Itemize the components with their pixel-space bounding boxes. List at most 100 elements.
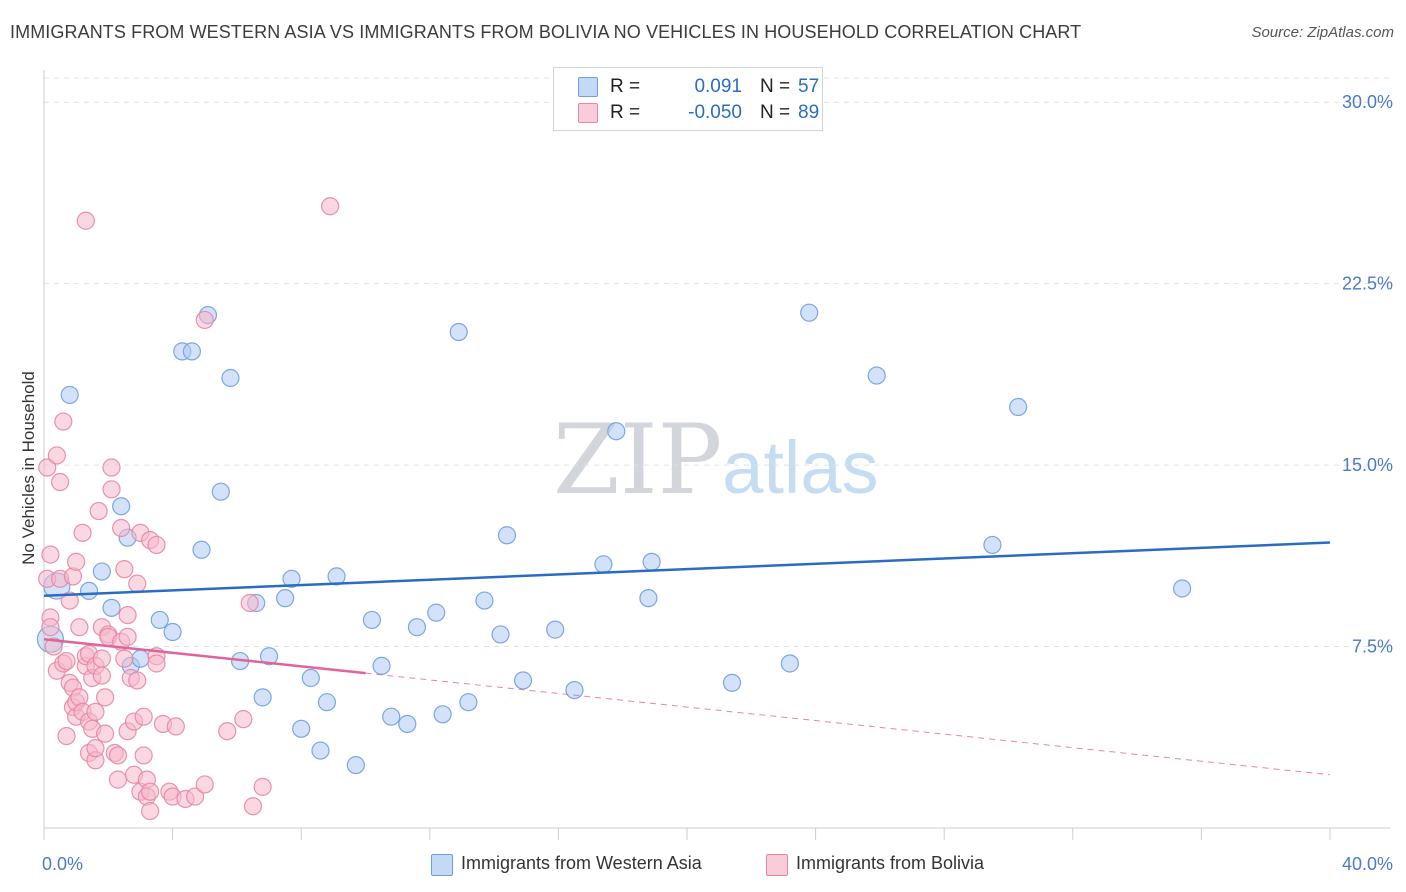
data-point	[546, 620, 565, 639]
data-point	[79, 581, 99, 601]
chart-title: IMMIGRANTS FROM WESTERN ASIA VS IMMIGRAN…	[10, 22, 1082, 42]
data-point	[276, 589, 295, 608]
data-point	[92, 649, 111, 668]
data-point	[76, 211, 95, 230]
data-point	[92, 666, 111, 685]
data-point	[140, 801, 160, 821]
data-point	[565, 680, 584, 700]
stats-legend: R = 0.091 N = 57 R = -0.050 N = 89	[553, 67, 823, 131]
data-point	[60, 385, 79, 405]
data-point	[642, 552, 661, 571]
data-point	[147, 535, 166, 555]
data-point	[449, 322, 468, 342]
trend-line-western-asia	[43, 541, 1331, 597]
data-point	[1009, 397, 1028, 417]
axes	[43, 70, 1390, 840]
data-point	[134, 707, 153, 726]
data-point	[57, 651, 76, 671]
data-point	[47, 446, 66, 465]
data-point	[800, 303, 819, 322]
data-point	[86, 702, 105, 721]
data-point	[372, 656, 391, 676]
watermark-atlas: atlas	[722, 426, 879, 509]
data-point	[70, 618, 89, 637]
data-point	[131, 649, 150, 668]
data-point	[134, 746, 153, 765]
series-western-asia	[36, 303, 1192, 775]
data-point	[195, 310, 214, 330]
data-point	[983, 535, 1002, 555]
x-tick-label: 40.0%	[1342, 854, 1393, 874]
data-point	[780, 654, 799, 673]
data-point	[108, 770, 128, 789]
data-point	[867, 366, 886, 385]
trend-lines	[43, 541, 1331, 776]
bottom-legend-swatch-pink	[766, 854, 788, 876]
data-point	[639, 589, 658, 608]
data-point	[1173, 579, 1192, 598]
y-tick-label: 7.5%	[1352, 637, 1393, 657]
y-tick-label: 22.5%	[1342, 274, 1393, 294]
data-point	[41, 618, 60, 637]
data-point	[92, 562, 111, 581]
legend-r-value: -0.050	[688, 102, 742, 123]
data-point	[234, 710, 253, 729]
data-point	[166, 717, 185, 736]
chart-source: Source: ZipAtlas.com	[1251, 24, 1394, 41]
watermark: ZIPatlas	[553, 404, 879, 516]
data-point	[163, 622, 182, 642]
data-point	[594, 555, 613, 574]
data-point	[128, 671, 147, 690]
data-point	[317, 693, 337, 712]
data-point	[195, 775, 214, 794]
data-point	[192, 540, 211, 559]
data-point	[89, 501, 108, 521]
data-point	[240, 593, 259, 613]
data-point	[44, 637, 63, 656]
data-point	[346, 755, 365, 775]
legend-swatch-blue	[578, 77, 598, 97]
data-point	[282, 569, 301, 588]
data-point	[427, 603, 446, 622]
data-point	[73, 523, 92, 542]
data-point	[311, 741, 330, 760]
data-point	[41, 545, 60, 564]
data-point	[115, 649, 134, 668]
legend-r-value: 0.091	[694, 76, 742, 97]
legend-n-label: N =	[760, 76, 791, 97]
data-point	[95, 688, 115, 707]
data-point	[221, 368, 240, 388]
data-point	[182, 342, 201, 361]
data-point	[459, 693, 478, 712]
data-point	[301, 668, 320, 688]
data-point	[321, 197, 340, 216]
data-point	[497, 526, 517, 545]
bottom-legend-label: Immigrants from Western Asia	[461, 853, 702, 873]
legend-r-label: R =	[610, 102, 641, 123]
data-point	[475, 591, 494, 610]
data-point	[102, 480, 121, 499]
legend-n-value: 57	[798, 76, 820, 97]
x-tick-label: 0.0%	[42, 854, 83, 874]
legend-n-value: 89	[798, 102, 820, 123]
data-point	[102, 458, 121, 477]
data-point	[57, 726, 76, 746]
data-point	[259, 647, 279, 666]
trend-line-bolivia-extended	[365, 672, 1331, 776]
data-point	[607, 422, 626, 441]
data-point	[115, 560, 134, 579]
y-tick-label: 15.0%	[1342, 455, 1393, 475]
grid	[44, 77, 1390, 648]
series-bolivia	[38, 197, 340, 821]
data-point	[150, 610, 169, 630]
data-point	[186, 787, 205, 806]
data-point	[112, 518, 131, 538]
data-point	[253, 777, 272, 796]
data-point	[108, 746, 128, 765]
data-point	[128, 574, 147, 593]
data-point	[147, 654, 166, 673]
y-axis-label: No Vehicles in Household	[19, 371, 38, 565]
data-point	[67, 552, 86, 571]
trend-line-bolivia	[43, 638, 366, 675]
